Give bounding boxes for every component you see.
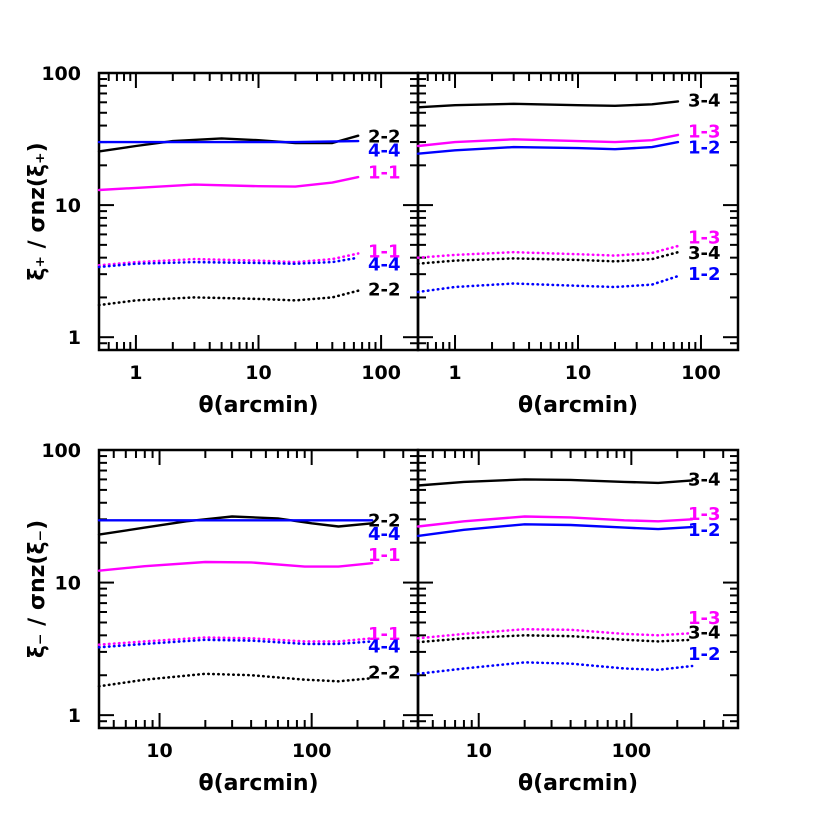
curve-label-2-2: 2-2 (368, 662, 401, 683)
y-axis-title: ξ₊ / σnz(ξ₊) (25, 142, 50, 280)
series-line-1-3-dotted (416, 244, 680, 259)
curve-label-3-4: 3-4 (688, 469, 721, 490)
series-line-3-4-dotted (416, 634, 694, 644)
series-line-1-2-solid (416, 140, 680, 155)
series-line-2-2-solid (97, 134, 360, 153)
y-tick-label: 1 (68, 327, 81, 349)
x-tick-label: 100 (292, 740, 332, 762)
x-tick-label: 10 (466, 740, 492, 762)
x-tick-label: 10 (565, 362, 591, 384)
series-line-1-3-solid (416, 515, 694, 528)
series-line-2-2-solid (97, 515, 374, 536)
curve-label-1-3: 1-3 (688, 227, 721, 248)
y-axis-title: ξ₋ / σnz(ξ₋) (25, 520, 50, 658)
x-tick-label: 1 (448, 362, 461, 384)
curve-label-2-2: 2-2 (368, 279, 401, 300)
series-line-1-3-dotted (416, 627, 694, 640)
curve-label-4-4: 4-4 (368, 524, 401, 545)
curve-label-4-4: 4-4 (368, 141, 401, 162)
x-tick-label: 100 (681, 362, 721, 384)
series-line-1-1-dotted (97, 252, 360, 267)
curve-label-1-1: 1-1 (368, 624, 401, 645)
curve-label-1-1: 1-1 (368, 545, 401, 566)
curve-label-2-2: 2-2 (368, 127, 401, 148)
x-tick-label: 100 (361, 362, 401, 384)
panel-frame (97, 448, 420, 730)
curve-label-1-1: 1-1 (368, 163, 401, 184)
series-line-1-1-solid (97, 560, 374, 572)
x-axis-title: θ(arcmin) (518, 771, 638, 796)
curve-label-2-2: 2-2 (368, 510, 401, 531)
curve-label-1-2: 1-2 (688, 520, 721, 541)
series-line-4-4-dotted (97, 638, 374, 649)
curve-label-1-3: 1-3 (688, 608, 721, 629)
curve-label-1-1: 1-1 (368, 242, 401, 263)
series-line-2-2-dotted (97, 289, 360, 307)
series-line-1-3-solid (416, 133, 680, 148)
series-line-1-1-dotted (97, 636, 374, 646)
series-line-4-4-dotted (97, 256, 360, 269)
curve-label-1-2: 1-2 (688, 264, 721, 285)
x-axis-title: θ(arcmin) (198, 393, 318, 418)
x-tick-label: 10 (146, 740, 172, 762)
curve-label-3-4: 3-4 (688, 623, 721, 644)
x-axis-title: θ(arcmin) (518, 393, 638, 418)
curve-label-4-4: 4-4 (368, 255, 401, 276)
series-line-2-2-dotted (97, 672, 374, 688)
panel-frame (416, 71, 740, 352)
x-tick-label: 1 (129, 362, 142, 384)
series-line-3-4-solid (416, 478, 694, 487)
curve-label-1-3: 1-3 (688, 122, 721, 143)
x-axis-title: θ(arcmin) (198, 771, 318, 796)
y-tick-label: 1 (68, 705, 81, 727)
curve-label-1-3: 1-3 (688, 504, 721, 525)
y-tick-label: 10 (55, 573, 81, 595)
series-line-1-2-dotted (416, 661, 694, 676)
series-line-1-1-solid (97, 175, 360, 192)
x-tick-label: 100 (611, 740, 651, 762)
curve-label-3-4: 3-4 (688, 243, 721, 264)
series-line-1-2-dotted (416, 274, 680, 294)
series-line-3-4-solid (416, 100, 680, 109)
curve-label-3-4: 3-4 (688, 90, 721, 111)
curve-label-1-2: 1-2 (688, 644, 721, 665)
x-tick-label: 10 (245, 362, 271, 384)
panel-frame (416, 448, 740, 730)
curve-label-4-4: 4-4 (368, 636, 401, 657)
series-line-1-2-solid (416, 523, 694, 538)
y-tick-label: 100 (41, 440, 81, 462)
y-tick-label: 100 (41, 63, 81, 85)
y-tick-label: 10 (55, 195, 81, 217)
series-line-4-4-solid (97, 139, 360, 144)
series-line-3-4-dotted (416, 250, 680, 265)
panel-frame (97, 71, 420, 352)
curve-label-1-2: 1-2 (688, 137, 721, 158)
